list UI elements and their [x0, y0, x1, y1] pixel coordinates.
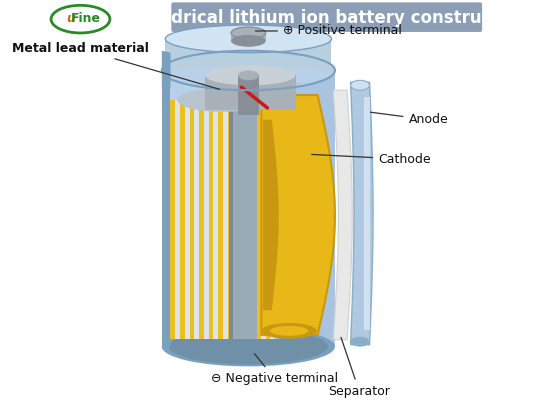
- Polygon shape: [261, 95, 335, 335]
- Bar: [238, 75, 259, 115]
- Bar: [208, 100, 213, 339]
- Ellipse shape: [51, 5, 110, 33]
- Ellipse shape: [162, 51, 335, 90]
- Bar: [199, 100, 204, 339]
- Ellipse shape: [238, 70, 259, 80]
- Text: Metal lead material: Metal lead material: [12, 42, 220, 89]
- Bar: [229, 100, 257, 339]
- Bar: [271, 100, 275, 339]
- Bar: [213, 100, 218, 339]
- Ellipse shape: [178, 88, 267, 112]
- Text: ⊕ Positive terminal: ⊕ Positive terminal: [256, 24, 402, 38]
- Text: u: u: [67, 12, 75, 25]
- Bar: [251, 100, 256, 339]
- Bar: [256, 100, 261, 339]
- Bar: [194, 100, 199, 339]
- Bar: [205, 75, 296, 110]
- Bar: [237, 100, 242, 339]
- Bar: [249, 70, 335, 347]
- Polygon shape: [263, 120, 279, 310]
- Polygon shape: [350, 82, 373, 345]
- Text: Separator: Separator: [328, 338, 390, 398]
- Bar: [229, 100, 233, 339]
- Ellipse shape: [205, 66, 295, 85]
- Ellipse shape: [166, 25, 332, 53]
- Bar: [162, 70, 249, 347]
- Ellipse shape: [270, 326, 308, 336]
- Bar: [175, 100, 180, 339]
- Ellipse shape: [231, 27, 266, 39]
- Polygon shape: [333, 90, 352, 340]
- Bar: [185, 100, 190, 339]
- Bar: [228, 100, 233, 339]
- Bar: [266, 100, 271, 339]
- Ellipse shape: [166, 66, 332, 85]
- Bar: [231, 33, 266, 41]
- Polygon shape: [162, 70, 170, 347]
- Bar: [190, 100, 194, 339]
- Ellipse shape: [169, 54, 328, 87]
- Text: Cathode: Cathode: [312, 153, 431, 166]
- Polygon shape: [364, 97, 370, 330]
- Bar: [170, 100, 175, 339]
- Text: ⊖ Negative terminal: ⊖ Negative terminal: [211, 354, 338, 385]
- Ellipse shape: [350, 80, 370, 90]
- Ellipse shape: [162, 327, 335, 366]
- Polygon shape: [162, 51, 170, 90]
- Bar: [246, 100, 251, 339]
- Bar: [242, 100, 246, 339]
- Ellipse shape: [231, 35, 266, 47]
- Bar: [233, 100, 237, 339]
- Ellipse shape: [169, 329, 328, 364]
- Bar: [204, 100, 208, 339]
- Bar: [180, 100, 185, 339]
- Bar: [261, 100, 266, 339]
- Bar: [218, 100, 223, 339]
- Bar: [170, 100, 279, 339]
- Bar: [223, 100, 228, 339]
- Text: Anode: Anode: [371, 112, 448, 126]
- Bar: [166, 39, 332, 75]
- Text: Cylindrical lithium ion battery construction: Cylindrical lithium ion battery construc…: [125, 9, 528, 27]
- Ellipse shape: [261, 323, 317, 339]
- Text: Fine: Fine: [70, 12, 101, 25]
- FancyBboxPatch shape: [172, 2, 482, 32]
- Ellipse shape: [350, 337, 370, 347]
